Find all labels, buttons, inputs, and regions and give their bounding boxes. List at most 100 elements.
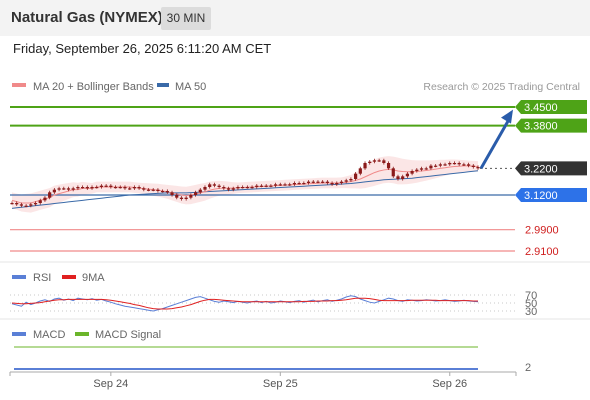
candle-body	[457, 163, 461, 165]
candle-body	[466, 164, 471, 166]
candle-body	[10, 203, 14, 205]
candle-body	[405, 173, 409, 177]
candle-body	[302, 183, 306, 185]
candle-body	[203, 187, 207, 190]
candle-body	[386, 163, 391, 169]
candle-body	[273, 184, 278, 186]
bollinger-band-area	[12, 156, 478, 213]
candle-body	[146, 189, 151, 191]
instrument-title: Natural Gas (NYMEX)	[11, 9, 163, 26]
candle-body	[372, 160, 377, 162]
candle-body	[269, 185, 273, 187]
candle-body	[57, 188, 61, 190]
candle-body	[358, 168, 362, 174]
candle-body	[443, 164, 447, 166]
candle-body	[151, 189, 155, 191]
candle-body	[354, 173, 358, 179]
candle-body	[297, 183, 301, 185]
candle-body	[156, 189, 160, 191]
support-label: 2.9100	[525, 246, 559, 258]
candle-body	[132, 187, 136, 189]
legend-swatch-rsi-ma	[62, 275, 76, 279]
candle-body	[212, 184, 217, 186]
candle-body	[339, 181, 344, 183]
candle-body	[424, 168, 428, 170]
rsi-ma-line	[11, 297, 478, 310]
candle-body	[29, 204, 33, 206]
candle-body	[231, 188, 235, 190]
ma50-line	[11, 170, 479, 209]
macd-tick-label: 2	[525, 362, 531, 374]
candle-body	[283, 184, 287, 186]
candle-body	[377, 160, 381, 162]
candle-body	[255, 185, 259, 187]
candle-body	[184, 197, 188, 199]
timeframe-badge[interactable]: 30 MIN	[161, 7, 211, 30]
legend-swatch-ma20	[12, 83, 26, 87]
candle-body	[222, 187, 226, 189]
candle-body	[118, 187, 122, 189]
time-axis-label: Sep 25	[263, 378, 298, 390]
candle-body	[368, 161, 372, 163]
pivot-tag	[515, 188, 587, 202]
candle-body	[179, 197, 184, 199]
chart-credit: Research © 2025 Trading Central	[423, 81, 580, 93]
legend-label-rsi-ma: 9MA	[82, 272, 105, 284]
candle-body	[349, 179, 353, 181]
candle-body	[391, 168, 395, 177]
candle-body	[43, 197, 47, 201]
candle-body	[330, 183, 334, 185]
candle-body	[226, 188, 231, 190]
candle-body	[410, 171, 414, 174]
candle-body	[104, 185, 108, 187]
candle-body	[363, 163, 367, 169]
candle-body	[15, 203, 19, 205]
rsi-level-label: 30	[525, 306, 537, 318]
candle-body	[161, 191, 165, 193]
resistance-label: 3.4500	[524, 102, 558, 114]
candle-body	[434, 165, 438, 167]
candle-body	[19, 204, 24, 206]
resistance-tag	[515, 100, 587, 114]
rsi-level-label: 70	[525, 290, 537, 302]
legend-swatch-macd-signal	[75, 332, 89, 336]
time-axis-label: Sep 24	[93, 378, 128, 390]
candle-body	[311, 181, 315, 183]
legend-swatch-ma50	[157, 83, 169, 87]
candle-body	[245, 187, 249, 189]
candle-body	[396, 176, 400, 179]
candle-body	[189, 195, 193, 198]
legend-swatch-macd	[12, 332, 26, 336]
legend-label-ma50: MA 50	[175, 81, 206, 93]
candle-body	[38, 200, 42, 203]
legend-label-rsi: RSI	[33, 272, 51, 284]
candle-body	[241, 187, 245, 189]
candle-body	[415, 169, 419, 171]
candle-body	[292, 183, 297, 185]
candle-body	[24, 205, 28, 207]
candle-body	[95, 187, 99, 189]
candle-body	[175, 195, 179, 198]
candle-body	[321, 181, 325, 183]
candle-body	[81, 187, 85, 189]
candle-body	[250, 187, 254, 189]
candle-body	[123, 187, 127, 189]
candle-body	[438, 164, 442, 166]
current-price-tag	[515, 161, 587, 176]
candle-body	[476, 167, 480, 169]
candle-body	[99, 185, 104, 187]
support-label: 2.9900	[525, 225, 559, 237]
candle-body	[52, 189, 56, 193]
candle-body	[316, 181, 320, 183]
candle-body	[429, 165, 433, 169]
candle-body	[170, 192, 174, 195]
candle-body	[264, 185, 268, 187]
candle-body	[452, 163, 457, 165]
candle-body	[344, 180, 348, 182]
report-datetime: Friday, September 26, 2025 6:11:20 AM CE…	[13, 41, 272, 56]
candle-body	[128, 188, 132, 190]
resistance-label: 3.3800	[524, 121, 558, 133]
candle-body	[193, 192, 198, 195]
candle-body	[325, 181, 329, 183]
